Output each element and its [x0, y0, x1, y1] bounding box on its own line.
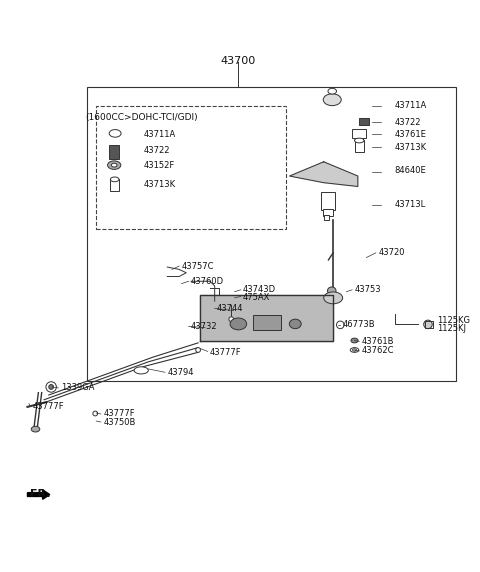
- Ellipse shape: [31, 426, 40, 432]
- Text: 43753: 43753: [355, 285, 381, 294]
- Bar: [96, 106, 286, 229]
- Ellipse shape: [324, 292, 343, 304]
- Text: 43732: 43732: [191, 322, 217, 331]
- Bar: [321, 192, 335, 210]
- Ellipse shape: [229, 317, 234, 321]
- Text: 43700: 43700: [221, 56, 256, 66]
- Text: 43762C: 43762C: [361, 347, 394, 355]
- Text: FR.: FR.: [30, 488, 50, 499]
- Text: 43722: 43722: [395, 118, 421, 127]
- Text: 43777F: 43777F: [210, 348, 241, 357]
- FancyArrow shape: [27, 490, 50, 499]
- Bar: [355, 141, 364, 152]
- Text: 43757C: 43757C: [181, 261, 214, 271]
- Text: 84640E: 84640E: [395, 166, 427, 176]
- Bar: [110, 180, 119, 191]
- Ellipse shape: [134, 367, 148, 374]
- Ellipse shape: [327, 287, 336, 295]
- Bar: [352, 129, 366, 138]
- Text: 43761E: 43761E: [395, 130, 427, 139]
- Polygon shape: [289, 162, 358, 186]
- Bar: [252, 315, 281, 329]
- Text: 43722: 43722: [144, 146, 170, 156]
- Text: 1125KJ: 1125KJ: [437, 324, 467, 333]
- Text: 43720: 43720: [378, 248, 405, 257]
- Ellipse shape: [353, 349, 357, 351]
- Ellipse shape: [323, 94, 341, 106]
- Ellipse shape: [196, 348, 201, 352]
- Bar: [109, 145, 119, 160]
- Bar: [359, 118, 369, 125]
- Text: 43743D: 43743D: [243, 285, 276, 294]
- Ellipse shape: [93, 411, 97, 416]
- Text: 1125KG: 1125KG: [437, 316, 470, 325]
- Ellipse shape: [110, 177, 119, 182]
- Text: 43761B: 43761B: [361, 337, 394, 346]
- Ellipse shape: [336, 321, 344, 329]
- Text: 43750B: 43750B: [103, 418, 136, 427]
- Text: 43760D: 43760D: [191, 277, 224, 286]
- Ellipse shape: [49, 384, 54, 390]
- Text: 1339GA: 1339GA: [60, 383, 94, 392]
- Bar: [323, 209, 333, 216]
- Text: 46773B: 46773B: [343, 320, 375, 329]
- Text: 43744: 43744: [217, 304, 243, 313]
- Ellipse shape: [108, 161, 121, 169]
- Text: 43713K: 43713K: [395, 142, 427, 152]
- Text: 43152F: 43152F: [144, 161, 175, 170]
- Bar: [87, 87, 456, 381]
- Ellipse shape: [111, 163, 117, 167]
- Text: 475AX: 475AX: [243, 293, 271, 303]
- Text: 43777F: 43777F: [103, 410, 135, 419]
- Text: 43711A: 43711A: [395, 101, 427, 110]
- Bar: [357, 138, 361, 141]
- Ellipse shape: [424, 320, 432, 329]
- Ellipse shape: [109, 130, 121, 137]
- Polygon shape: [201, 296, 333, 340]
- Text: 43711A: 43711A: [144, 130, 176, 139]
- Ellipse shape: [328, 88, 336, 94]
- Text: 43794: 43794: [168, 368, 194, 377]
- Text: 43713L: 43713L: [395, 200, 426, 209]
- Ellipse shape: [46, 382, 56, 392]
- Text: 43777F: 43777F: [32, 402, 64, 411]
- Ellipse shape: [230, 318, 247, 330]
- Ellipse shape: [350, 348, 359, 352]
- Text: 43713K: 43713K: [144, 180, 176, 189]
- Ellipse shape: [355, 138, 364, 143]
- Ellipse shape: [289, 319, 301, 329]
- Text: (1600CC>DOHC-TCI/GDI): (1600CC>DOHC-TCI/GDI): [85, 113, 198, 122]
- Bar: [324, 215, 329, 220]
- Ellipse shape: [351, 338, 358, 343]
